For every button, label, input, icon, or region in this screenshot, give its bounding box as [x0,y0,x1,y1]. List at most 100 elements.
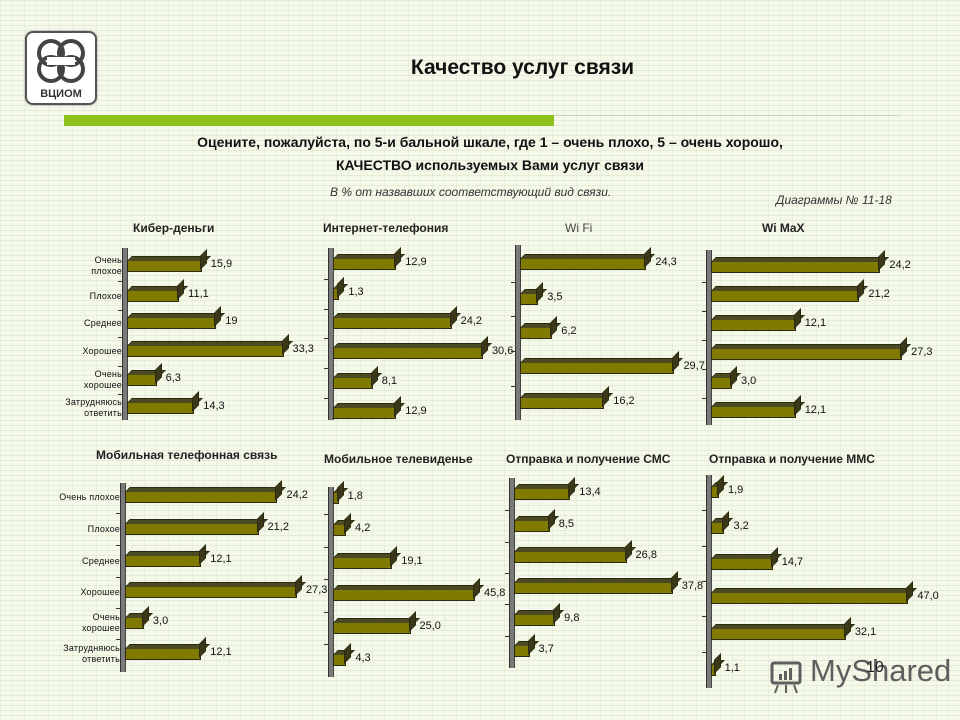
chart-bar [520,327,553,339]
chart-bar [333,589,475,601]
bar-value-label: 1,9 [727,484,744,496]
category-label: Затрудняюсь ответить [65,397,122,419]
bar-value-label: 47,0 [917,590,939,602]
category-label-line: Плохое [87,523,120,534]
bar-value-label: 21,2 [868,288,890,300]
chart-bar [711,486,719,498]
chart-title: Отправка и получение СМС [506,452,671,466]
chart-bar [333,492,339,504]
bar-value-label: 1,1 [724,662,740,674]
bar-value-label: 33,3 [292,343,314,355]
axis-tick [702,581,707,582]
chart-bar [127,317,217,329]
chart-bar [125,523,259,535]
chart-bar [514,520,550,532]
chart-bar [333,347,483,359]
chart-bar [711,290,860,302]
bar-value-label: 16,2 [613,395,635,407]
chart-bar [711,319,796,331]
bar-value-label: 30,6 [491,345,514,357]
chart-bar [514,488,571,500]
chart-axis [122,248,128,420]
chart-bar [127,402,195,414]
axis-tick [505,636,510,637]
chart-bar [333,654,347,666]
chart-bar [333,524,347,536]
axis-tick [511,316,516,317]
bar-value-label: 45,8 [483,587,506,599]
divider-line [554,115,900,116]
category-label-line: Очень плохое [59,491,120,502]
axis-tick [702,546,707,547]
chart-bar [125,617,144,629]
bar-value-label: 14,7 [781,556,804,568]
axis-tick [505,604,510,605]
chart-bar [127,374,157,386]
bar-value-label: 8,5 [558,518,574,530]
chart-bar [333,557,393,569]
bar-value-label: 3,0 [152,615,169,627]
axis-tick [116,577,121,578]
chart-title: Wi Fi [565,221,593,235]
axis-tick [702,340,707,341]
page-title: Качество услуг связи [410,56,635,79]
category-label-line: хорошее [83,380,122,390]
accent-bar [64,115,554,126]
chart-bar [333,622,411,634]
chart-bar [514,645,530,657]
note-text: В % от назвавших соответствующий вид свя… [330,185,612,199]
category-label: Плохое [90,291,122,302]
chart-bar [711,406,796,418]
watermark-text: MyShared [810,653,952,688]
category-label-line: Очень [92,612,120,622]
chart-bar [333,288,340,300]
axis-tick [324,579,329,580]
logo-text: ВЦИОМ [40,88,82,100]
chart-bar [520,293,539,305]
chart-axis [328,487,334,677]
axis-tick [118,337,123,338]
presentation-icon [768,659,804,700]
category-label-line: Среднее [84,317,122,328]
bar-value-label: 12,1 [804,404,827,416]
chart-bar [711,377,732,389]
question-line-1: Оцените, пожалуйста, по 5-и бальной шкал… [197,134,783,150]
bar-value-label: 12,9 [405,256,427,268]
chart-axis [328,248,334,420]
bar-value-label: 12,1 [804,317,827,329]
chart-bar [125,555,202,567]
axis-tick [505,573,510,574]
diagrams-label: Диаграммы № 11-18 [776,193,892,207]
bar-value-label: 8,1 [381,375,397,387]
axis-tick [324,514,329,515]
category-label-line: Затрудняюсь [63,643,120,653]
bar-value-label: 1,8 [347,490,363,502]
axis-tick [702,510,707,511]
bar-value-label: 6,3 [165,372,181,384]
category-label-line: Хорошее [82,345,122,356]
bar-value-label: 3,5 [547,291,563,303]
chart-title: Интернет-телефония [323,221,449,235]
chart-bar [514,614,556,626]
bar-value-label: 4,3 [355,652,371,664]
chart-bar [711,664,716,676]
category-label-line: Плохое [89,290,122,301]
chart-bar [711,628,846,640]
axis-tick [702,652,707,653]
bar-value-label: 32,1 [854,626,877,638]
chart-title: Wi MaX [762,221,805,235]
axis-tick [118,310,123,311]
bar-value-label: 9,8 [564,612,580,624]
chart-bar [711,522,725,534]
category-label: Очень плохое [91,255,122,277]
chart-title: Кибер-деньги [133,221,215,235]
bar-value-label: 26,8 [635,549,657,561]
chart-bar [333,317,452,329]
chart-bar [333,407,397,419]
axis-tick [324,368,329,369]
chart-title: Мобильное телевиденье [324,452,473,466]
axis-tick [702,282,707,283]
bar-value-label: 25,0 [419,620,441,632]
category-label-line: Среднее [82,555,120,566]
chart-axis [706,250,712,425]
